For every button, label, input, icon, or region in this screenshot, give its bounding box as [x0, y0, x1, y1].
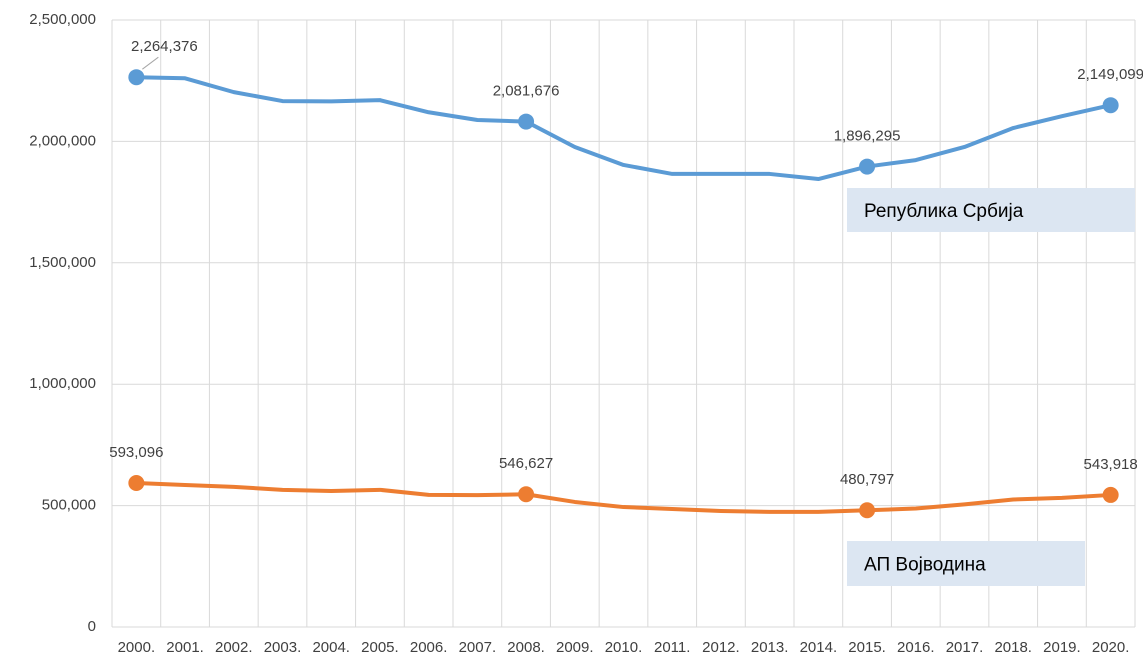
data-point — [518, 113, 535, 130]
x-tick-label: 2006. — [410, 639, 448, 656]
y-tick-label: 1,000,000 — [29, 375, 96, 392]
data-point — [1102, 486, 1119, 503]
legend-box — [847, 188, 1135, 232]
data-label: 593,096 — [109, 444, 163, 461]
data-point — [128, 69, 145, 86]
data-point — [128, 474, 145, 491]
y-tick-label: 2,500,000 — [29, 11, 96, 28]
x-tick-label: 2015. — [848, 639, 886, 656]
x-tick-label: 2014. — [800, 639, 838, 656]
x-tick-label: 2017. — [946, 639, 984, 656]
x-tick-label: 2011. — [654, 639, 690, 656]
x-tick-label: 2005. — [361, 639, 399, 656]
legend-label: Република Србија — [864, 201, 1024, 222]
legend-box — [847, 541, 1085, 586]
x-tick-label: 2003. — [264, 639, 302, 656]
x-tick-label: 2000. — [118, 639, 156, 656]
data-label: 2,149,099 — [1077, 66, 1143, 83]
x-tick-label: 2002. — [215, 639, 253, 656]
x-tick-label: 2018. — [994, 639, 1032, 656]
data-point — [859, 502, 876, 519]
data-label: 546,627 — [499, 455, 553, 472]
data-label: 480,797 — [840, 471, 894, 488]
data-label: 543,918 — [1084, 456, 1138, 473]
x-tick-label: 2004. — [312, 639, 350, 656]
y-tick-label: 2,000,000 — [29, 132, 96, 149]
y-tick-label: 0 — [88, 618, 96, 635]
x-tick-label: 2007. — [459, 639, 497, 656]
data-label: 2,264,376 — [131, 38, 198, 55]
x-tick-label: 2020. — [1092, 639, 1130, 656]
x-tick-label: 2016. — [897, 639, 935, 656]
x-tick-label: 2009. — [556, 639, 594, 656]
x-tick-label: 2019. — [1043, 639, 1081, 656]
x-tick-label: 2010. — [605, 639, 643, 656]
data-point — [1102, 97, 1119, 114]
x-tick-label: 2001. — [166, 639, 204, 656]
y-tick-label: 500,000 — [42, 497, 96, 514]
data-point — [859, 158, 876, 175]
series-line — [136, 75, 1112, 182]
leader-line — [142, 56, 159, 70]
x-tick-label: 2013. — [751, 639, 789, 656]
data-label: 2,081,676 — [493, 83, 560, 100]
data-point — [518, 486, 535, 503]
series-line — [136, 480, 1111, 514]
y-tick-label: 1,500,000 — [29, 254, 96, 271]
x-tick-label: 2012. — [702, 639, 740, 656]
legend-label: АП Војводина — [864, 555, 986, 576]
x-tick-label: 2008. — [507, 639, 545, 656]
data-label: 1,896,295 — [834, 128, 901, 145]
